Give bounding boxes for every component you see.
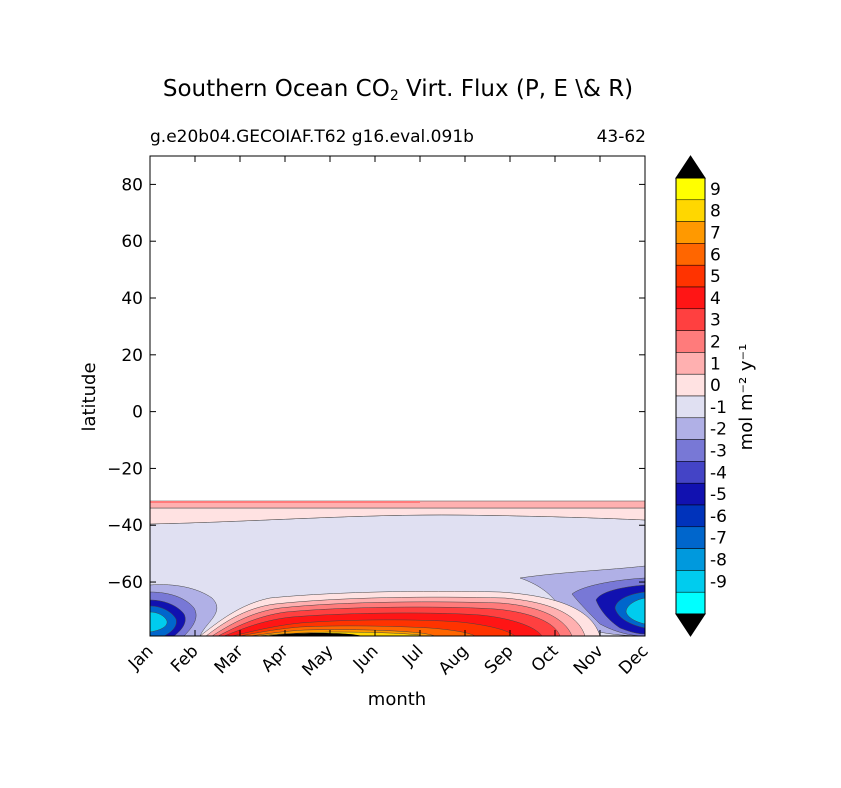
colorbar-tick-label: 0 — [710, 376, 721, 396]
band-0-to-1 — [150, 507, 645, 525]
y-tick-label: 0 — [132, 403, 143, 423]
colorbar-tick-label: -2 — [710, 420, 727, 440]
colorbar-tick-label: 4 — [710, 289, 721, 309]
x-tick-label: Feb — [167, 641, 202, 676]
x-tick-label: Oct — [528, 641, 563, 676]
colorbar-swatch — [675, 221, 706, 244]
chart-subtitle-case: g.e20b04.GECOIAF.T62 g16.eval.091b — [150, 127, 474, 147]
band-2-to-3-sliver — [150, 501, 420, 503]
y-tick-label: 80 — [121, 175, 143, 195]
colorbar-tick-label: -1 — [710, 398, 727, 418]
colorbar-tick-label: 7 — [710, 224, 721, 244]
y-tick-label: −40 — [107, 516, 143, 536]
colorbar-swatch — [675, 591, 706, 615]
x-tick-label: Nov — [570, 641, 608, 679]
colorbar-swatch — [675, 526, 706, 549]
colorbar-tick-label: -7 — [710, 529, 727, 549]
y-axis: 80 60 40 20 0 −20 −40 −60 — [107, 175, 645, 593]
x-tick-label: Dec — [615, 641, 652, 678]
colorbar-tick-label: 8 — [710, 202, 721, 222]
x-tick-label: May — [299, 641, 338, 680]
colorbar-extend-bottom — [675, 613, 706, 637]
colorbar-swatch — [675, 352, 706, 375]
colorbar-extend-top — [675, 155, 706, 179]
x-axis-label: month — [368, 689, 426, 710]
y-tick-label: 40 — [121, 289, 143, 309]
colorbar-swatch — [675, 308, 706, 331]
chart-subtitle-years: 43-62 — [596, 127, 646, 147]
y-tick-label: −60 — [107, 573, 143, 593]
colorbar-tick-label: 6 — [710, 245, 721, 265]
colorbar-tick-label: -6 — [710, 507, 727, 527]
colorbar-swatch — [675, 286, 706, 310]
colorbar-swatch — [675, 439, 706, 462]
colorbar-swatch — [675, 199, 706, 222]
contour-fills — [150, 500, 645, 636]
colorbar-tick-label: -3 — [710, 442, 727, 462]
pos-region-above-9 — [264, 633, 362, 636]
x-tick-label: Sep — [481, 641, 518, 678]
x-tick-label: Mar — [211, 641, 248, 678]
colorbar-swatch — [675, 243, 706, 266]
colorbar-label: mol m⁻² y⁻¹ — [736, 344, 757, 451]
colorbar-tick-label: 9 — [710, 180, 721, 200]
colorbar-tick-label: 3 — [710, 311, 721, 331]
colorbar-tick-label: -4 — [710, 463, 727, 483]
colorbar-swatch — [675, 570, 706, 593]
y-tick-label: 20 — [121, 346, 143, 366]
plot-frame — [149, 155, 646, 637]
x-tick-label: Jul — [398, 641, 427, 670]
colorbar-swatch — [675, 177, 706, 201]
colorbar-swatch — [675, 373, 706, 397]
neg-region-left-5 — [150, 611, 168, 633]
colorbar-swatch — [675, 395, 706, 419]
colorbar-swatch — [675, 417, 706, 440]
neg-region-right-5 — [625, 597, 645, 625]
colorbar-tick-label: -5 — [710, 485, 727, 505]
colorbar-swatch — [675, 504, 706, 528]
y-tick-label: 60 — [121, 232, 143, 252]
x-tick-label: Aug — [435, 641, 473, 679]
colorbar-swatch — [675, 330, 706, 353]
colorbar-tick-label: -8 — [710, 551, 727, 571]
colorbar-tick-label: 2 — [710, 333, 721, 353]
colorbar-swatch — [675, 461, 706, 484]
x-tick-label: Jun — [349, 641, 383, 675]
colorbar-swatch — [675, 482, 706, 506]
colorbar-tick-label: 5 — [710, 267, 721, 287]
colorbar-tick-label: -9 — [710, 572, 727, 592]
x-tick-label: Jan — [124, 641, 157, 674]
colorbar-tick-label: 1 — [710, 354, 721, 374]
colorbar-swatch — [675, 264, 706, 288]
chart-title: Southern Ocean CO2 Virt. Flux (P, E \& R… — [162, 76, 634, 104]
y-tick-label: −20 — [107, 459, 143, 479]
x-tick-label: Apr — [258, 641, 293, 676]
colorbar-frame — [675, 177, 706, 615]
y-axis-label: latitude — [79, 362, 100, 431]
colorbar-swatch — [675, 548, 706, 571]
